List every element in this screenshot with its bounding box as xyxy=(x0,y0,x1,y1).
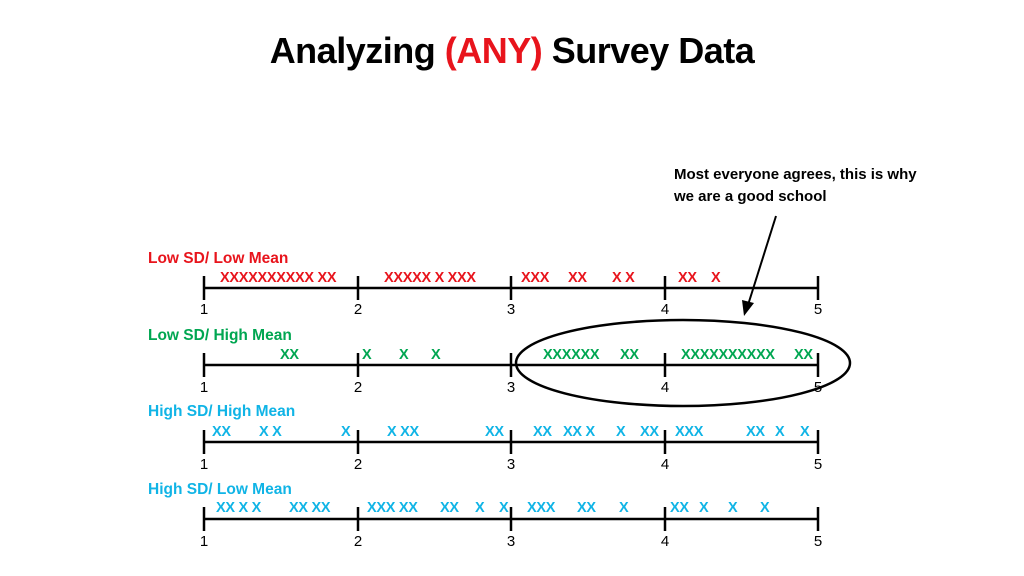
row4-marks-d: XX xyxy=(440,500,459,516)
tick-label-4-5: 5 xyxy=(813,533,823,550)
row4-marks-a: XX X X xyxy=(216,500,261,516)
row-label-low-sd-low-mean: Low SD/ Low Mean xyxy=(148,250,289,267)
row3-marks-a: XX xyxy=(212,424,231,440)
callout-arrow-line xyxy=(747,215,777,306)
number-lines xyxy=(202,276,820,531)
row3-marks-f: XX xyxy=(533,424,552,440)
row4-marks-g: XXX xyxy=(527,500,556,516)
row3-marks-b: X X xyxy=(259,424,282,440)
title-suffix: Survey Data xyxy=(542,30,755,71)
tick-label-1-1: 1 xyxy=(199,301,209,318)
row4-marks-c: XXX XX xyxy=(367,500,418,516)
row3-marks-i: XX xyxy=(640,424,659,440)
tick-label-2-3: 3 xyxy=(506,379,516,396)
row4-marks-h: XX xyxy=(577,500,596,516)
row3-marks-d: X XX xyxy=(387,424,419,440)
tick-label-2-2: 2 xyxy=(353,379,363,396)
row2-marks-c: X xyxy=(399,347,409,363)
row2-marks-a: XX xyxy=(280,347,299,363)
row2-marks-d: X xyxy=(431,347,441,363)
row1-marks-g: X xyxy=(711,270,721,286)
tick-label-3-4: 4 xyxy=(660,456,670,473)
row4-marks-k: X xyxy=(699,500,709,516)
tick-label-2-4: 4 xyxy=(660,379,670,396)
callout-text: Most everyone agrees, this is why we are… xyxy=(674,166,917,205)
row2-marks-f: XX xyxy=(620,347,639,363)
row1-marks-e: X X xyxy=(612,270,635,286)
row-label-low-sd-high-mean: Low SD/ High Mean xyxy=(148,327,292,344)
row3-marks-h: X xyxy=(616,424,626,440)
tick-label-2-5: 5 xyxy=(813,379,823,396)
row3-marks-c: X xyxy=(341,424,351,440)
tick-label-1-5: 5 xyxy=(813,301,823,318)
row1-marks-a: XXXXXXXXXX XX xyxy=(220,270,337,286)
row4-marks-l: X xyxy=(728,500,738,516)
row1-marks-b: XXXXX X XXX xyxy=(384,270,476,286)
row4-marks-m: X xyxy=(760,500,770,516)
tick-label-3-1: 1 xyxy=(199,456,209,473)
tick-label-1-2: 2 xyxy=(353,301,363,318)
row4-marks-f: X xyxy=(499,500,509,516)
row2-marks-e: XXXXXX xyxy=(543,347,600,363)
callout-arrow-head xyxy=(742,300,754,316)
tick-label-4-3: 3 xyxy=(506,533,516,550)
row3-marks-j: XXX xyxy=(675,424,704,440)
tick-label-4-2: 2 xyxy=(353,533,363,550)
row3-marks-e: XX xyxy=(485,424,504,440)
row4-marks-j: XX xyxy=(670,500,689,516)
tick-label-3-5: 5 xyxy=(813,456,823,473)
row4-marks-e: X xyxy=(475,500,485,516)
title-prefix: Analyzing xyxy=(269,30,445,71)
slide-title: Analyzing (ANY) Survey Data xyxy=(0,30,1024,72)
row-label-high-sd-high-mean: High SD/ High Mean xyxy=(148,403,296,420)
row2-marks-b: X xyxy=(362,347,372,363)
row3-marks-k: XX xyxy=(746,424,765,440)
tick-label-1-3: 3 xyxy=(506,301,516,318)
tick-label-3-3: 3 xyxy=(506,456,516,473)
row1-marks-d: XX xyxy=(568,270,587,286)
tick-label-4-1: 1 xyxy=(199,533,209,550)
row3-marks-m: X xyxy=(800,424,810,440)
tick-label-1-4: 4 xyxy=(660,301,670,318)
row4-marks-i: X xyxy=(619,500,629,516)
row3-marks-l: X xyxy=(775,424,785,440)
row4-marks-b: XX XX xyxy=(289,500,331,516)
highlight-ellipse xyxy=(514,318,852,408)
tick-label-2-1: 1 xyxy=(199,379,209,396)
row-label-high-sd-low-mean: High SD/ Low Mean xyxy=(148,481,292,498)
row3-marks-g: XX X xyxy=(563,424,595,440)
tick-label-3-2: 2 xyxy=(353,456,363,473)
row1-marks-f: XX xyxy=(678,270,697,286)
title-highlight: (ANY) xyxy=(444,30,543,71)
row2-marks-g: XXXXXXXXXX xyxy=(681,347,775,363)
row1-marks-c: XXX xyxy=(521,270,550,286)
row2-marks-h: XX xyxy=(794,347,813,363)
tick-label-4-4: 4 xyxy=(660,533,670,550)
